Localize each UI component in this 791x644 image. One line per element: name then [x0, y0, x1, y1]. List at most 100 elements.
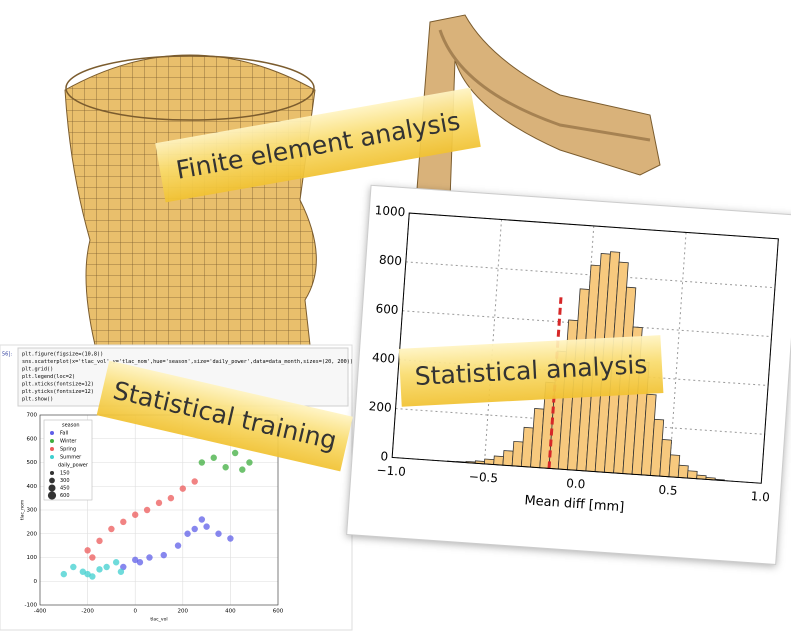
- point: [246, 459, 253, 466]
- legend-swatch: [50, 447, 54, 451]
- point: [60, 570, 67, 578]
- point: [120, 563, 127, 571]
- point: [203, 523, 210, 530]
- bar: [687, 470, 698, 480]
- x-tick-label: −0.5: [468, 469, 498, 485]
- bar: [502, 450, 514, 467]
- size-label: 450: [60, 486, 70, 492]
- point: [160, 551, 167, 559]
- size-label: 150: [60, 471, 70, 477]
- size-swatch: [48, 484, 56, 492]
- point: [146, 554, 153, 561]
- y-tick-label: 300: [27, 508, 38, 514]
- grid-line: [483, 219, 503, 464]
- y-tick-label: 600: [27, 436, 38, 442]
- x-tick-label: 1.0: [750, 489, 770, 504]
- code-line: plt.figure(figsize=(10,8)): [22, 352, 103, 358]
- size-label: 600: [60, 493, 70, 499]
- size-swatch: [49, 470, 55, 476]
- x-tick-label: 0.0: [566, 476, 586, 491]
- point: [215, 530, 222, 537]
- fe-cylinder: [64, 54, 317, 346]
- x-tick-label: 400: [225, 609, 236, 615]
- grid-line: [668, 232, 687, 477]
- x-axis-label: Mean diff [mm]: [524, 493, 625, 515]
- legend-swatch: [50, 455, 54, 459]
- point: [84, 570, 91, 578]
- point: [70, 563, 77, 571]
- point: [231, 449, 239, 457]
- y-tick-label: 600: [375, 301, 399, 317]
- arch-edge: [438, 29, 651, 142]
- point: [103, 563, 110, 571]
- y-axis-label: tlac_nom: [20, 500, 26, 521]
- code-line: sns.scatterplot(x='tlac_vol',y='tlac_nom…: [22, 359, 353, 365]
- point: [198, 516, 206, 523]
- x-tick-label: -400: [34, 609, 47, 615]
- legend-label: Fall: [60, 431, 68, 437]
- x-tick-label: -200: [81, 609, 94, 615]
- legend-swatch: [50, 431, 54, 435]
- cylinder-rim: [65, 55, 315, 121]
- point: [184, 530, 191, 537]
- code-line: plt.yticks(fontsize=12): [22, 389, 94, 395]
- banner: [96, 360, 353, 472]
- y-tick-label: 0: [34, 579, 38, 585]
- point: [89, 573, 96, 580]
- x-tick-label: 200: [178, 609, 189, 615]
- x-tick-label: 0.5: [658, 483, 678, 498]
- x-tick-label: −1.0: [376, 463, 406, 479]
- point: [136, 559, 144, 566]
- point: [179, 485, 186, 492]
- y-tick-label: 400: [372, 350, 396, 366]
- point: [222, 464, 229, 471]
- legend-title: season: [62, 423, 80, 429]
- point: [198, 459, 206, 466]
- point: [84, 547, 91, 554]
- y-tick-label: -100: [25, 603, 38, 609]
- bar: [677, 464, 689, 479]
- banner: [155, 87, 481, 203]
- y-tick-label: 1000: [374, 203, 405, 219]
- code-line: plt.show(): [22, 397, 53, 403]
- point: [132, 511, 139, 518]
- x-tick-label: 0: [133, 609, 137, 615]
- mean-line: [547, 297, 563, 469]
- point: [239, 466, 246, 473]
- legend-swatch: [50, 439, 54, 443]
- point: [96, 566, 103, 573]
- size-swatch: [49, 477, 55, 484]
- point: [120, 518, 127, 526]
- point: [167, 494, 175, 502]
- x-tick-label: 600: [273, 609, 284, 615]
- point: [89, 554, 96, 561]
- y-tick-label: 500: [27, 460, 38, 466]
- x-axis-label: tlac_vol: [150, 617, 167, 623]
- y-tick-label: 400: [27, 484, 38, 490]
- point: [96, 537, 103, 545]
- point: [191, 478, 198, 485]
- y-tick-label: 200: [368, 399, 392, 415]
- point: [155, 499, 163, 507]
- size-label: 300: [60, 478, 70, 484]
- code-line: plt.xticks(fontsize=12): [22, 382, 94, 388]
- y-tick-label: 0: [380, 449, 389, 463]
- axes-frame: [391, 212, 779, 484]
- point: [117, 568, 125, 575]
- legend-label: Summer: [60, 455, 82, 461]
- code-line: plt.legend(loc=2): [22, 374, 75, 380]
- legend-label: Winter: [60, 439, 77, 445]
- point: [108, 525, 115, 533]
- y-tick-label: 200: [27, 531, 38, 537]
- size-title: daily_power: [58, 463, 89, 469]
- y-tick-label: 800: [379, 253, 403, 269]
- bar: [493, 455, 504, 466]
- point: [79, 568, 87, 575]
- prompt: 56]:: [2, 352, 12, 358]
- legend-label: Spring: [60, 447, 76, 453]
- point: [227, 535, 234, 542]
- point: [210, 454, 217, 461]
- point: [191, 525, 198, 533]
- point: [174, 542, 182, 549]
